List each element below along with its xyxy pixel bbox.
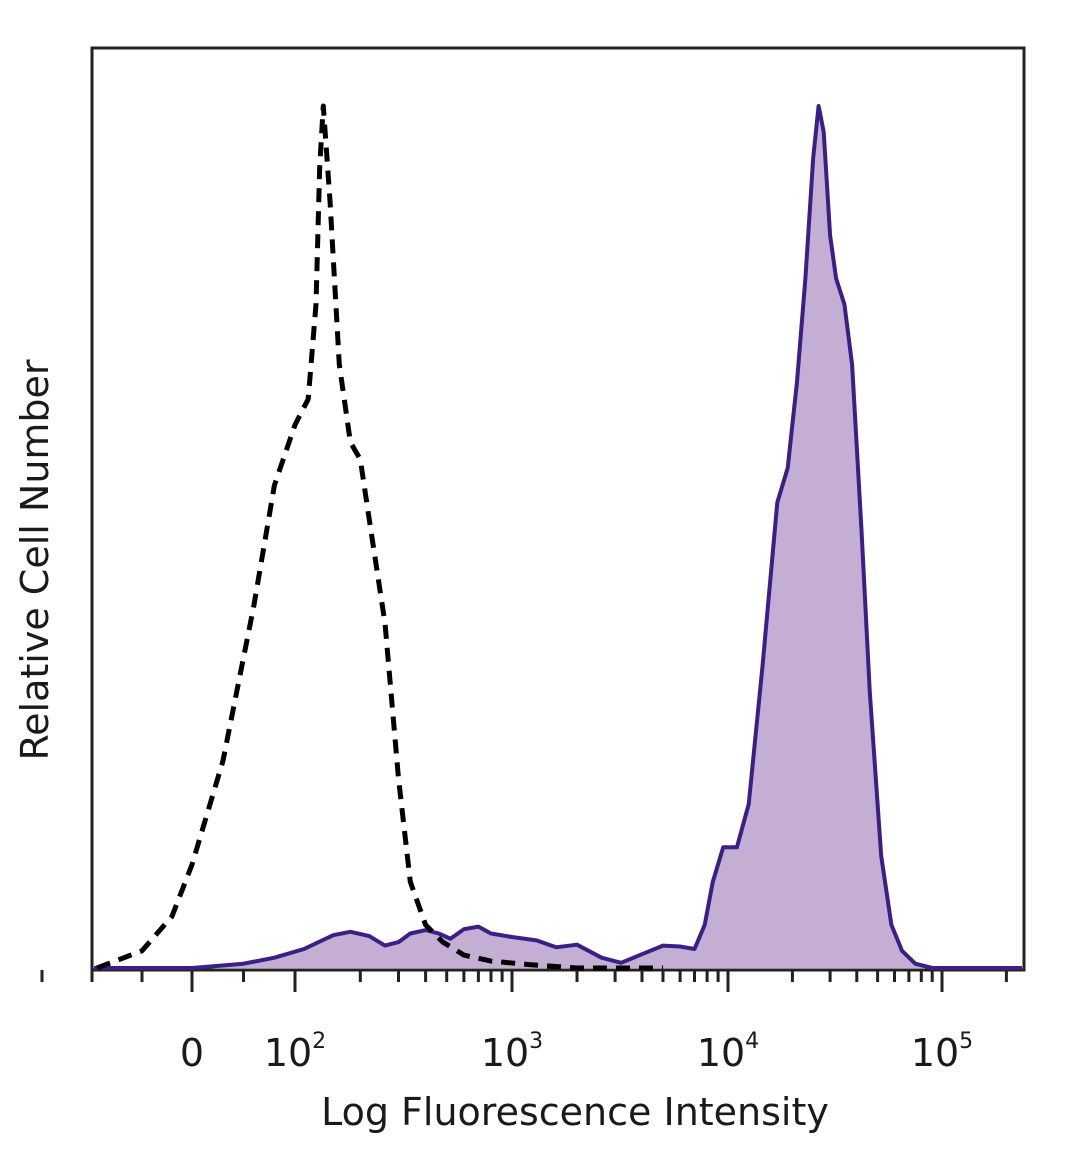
y-axis-title: Relative Cell Number <box>13 359 57 760</box>
x-tick-label: 102 <box>264 1029 326 1075</box>
x-axis-ticks: 0 102 103 104 105 <box>40 970 1008 1075</box>
x-axis-title: Log Fluorescence Intensity <box>321 1090 829 1134</box>
x-tick-label: 0 <box>180 1031 204 1075</box>
control-histogram-line <box>96 103 663 971</box>
series-layer <box>94 103 1022 971</box>
stained-histogram-line <box>94 104 1022 970</box>
x-tick-label: 105 <box>911 1029 973 1075</box>
stained-histogram-fill <box>94 106 1022 968</box>
x-tick-label: 104 <box>697 1029 759 1075</box>
x-tick-label: 103 <box>481 1029 543 1075</box>
plot-frame <box>90 46 1026 972</box>
